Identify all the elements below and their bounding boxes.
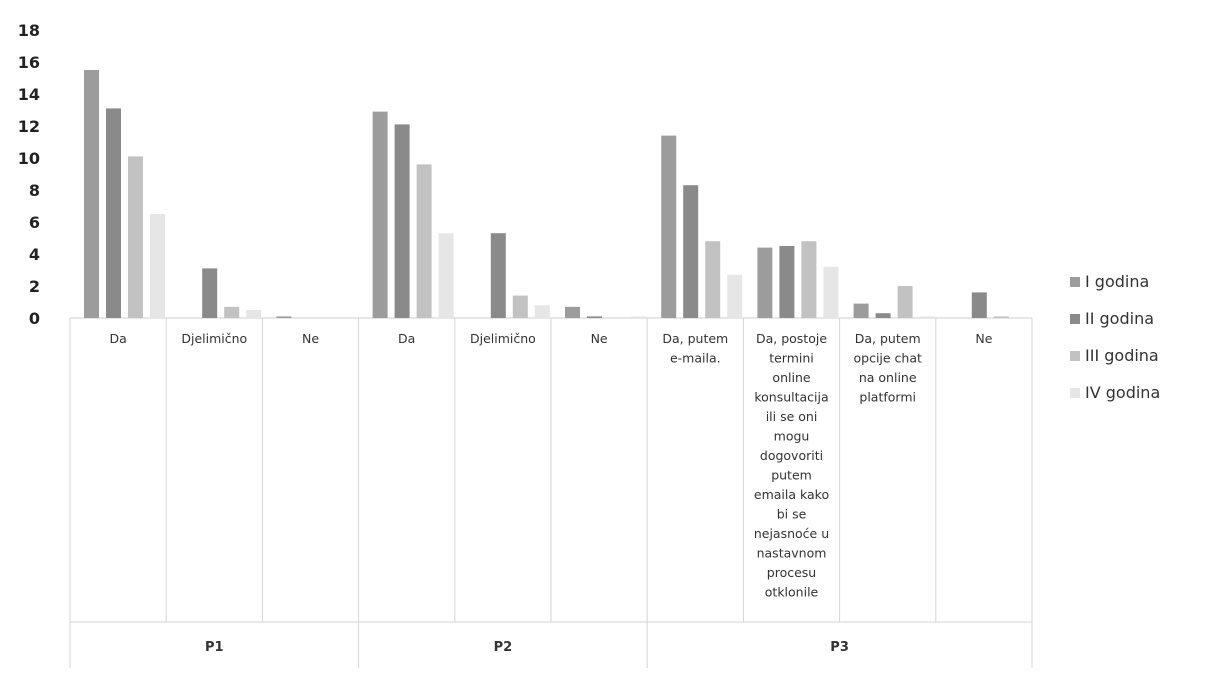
bar <box>993 316 1009 318</box>
bar <box>801 241 817 318</box>
category-label: Ne <box>302 331 319 346</box>
y-tick-label: 10 <box>18 149 40 168</box>
bar <box>705 241 721 318</box>
y-tick-label: 14 <box>18 85 40 104</box>
bar <box>224 306 240 318</box>
category-label: Da <box>109 331 126 346</box>
y-tick-label: 2 <box>29 277 40 296</box>
bar <box>416 164 432 318</box>
bar <box>438 233 454 318</box>
y-tick-label: 6 <box>29 213 40 232</box>
legend-swatch <box>1070 388 1080 398</box>
bar <box>84 70 99 318</box>
bar <box>757 247 773 318</box>
bar <box>875 313 891 318</box>
category-label: Da, putem opcije chat na online platformi <box>853 331 922 405</box>
group-label: P3 <box>830 640 849 655</box>
y-tick-label: 16 <box>18 53 40 72</box>
bar <box>779 246 795 318</box>
bar <box>150 214 165 318</box>
legend-label: III godina <box>1085 346 1159 365</box>
legend-swatch <box>1070 277 1080 287</box>
category-label: Ne <box>975 331 992 346</box>
bar <box>512 295 528 318</box>
legend-label: I godina <box>1085 272 1149 291</box>
category-label: Da, putem e-maila. <box>662 331 728 366</box>
bar <box>631 316 646 318</box>
y-tick-label: 4 <box>29 245 40 264</box>
legend-label: II godina <box>1085 309 1154 328</box>
bar <box>128 156 143 318</box>
bar <box>919 316 935 318</box>
bar <box>202 268 218 318</box>
legend-swatch <box>1070 351 1080 361</box>
bar <box>394 124 410 319</box>
y-tick-label: 18 <box>18 21 40 40</box>
group-label: P2 <box>494 640 513 655</box>
legend-swatch <box>1070 314 1080 324</box>
bar <box>565 306 580 318</box>
group-label: P1 <box>205 640 224 655</box>
bar <box>727 274 743 318</box>
bar <box>683 185 699 318</box>
bar <box>587 316 602 318</box>
category-label: Djelimično <box>470 331 536 346</box>
bar <box>106 108 121 319</box>
bar <box>823 266 839 318</box>
category-label: Da, postoje termini online konsultacija ili … <box>754 331 829 600</box>
bar <box>661 135 677 318</box>
bar <box>276 316 292 318</box>
legend-label: IV godina <box>1085 383 1160 402</box>
category-label: Djelimično <box>181 331 247 346</box>
y-tick-label: 0 <box>29 309 40 328</box>
bar <box>971 292 987 318</box>
y-tick-label: 12 <box>18 117 40 136</box>
bar <box>490 233 506 318</box>
bar <box>246 310 262 318</box>
bar <box>372 111 388 318</box>
y-tick-label: 8 <box>29 181 40 200</box>
category-label: Da <box>398 331 415 346</box>
category-label: Ne <box>591 331 608 346</box>
bar <box>853 303 869 318</box>
bar <box>897 286 913 318</box>
bar <box>534 305 550 318</box>
